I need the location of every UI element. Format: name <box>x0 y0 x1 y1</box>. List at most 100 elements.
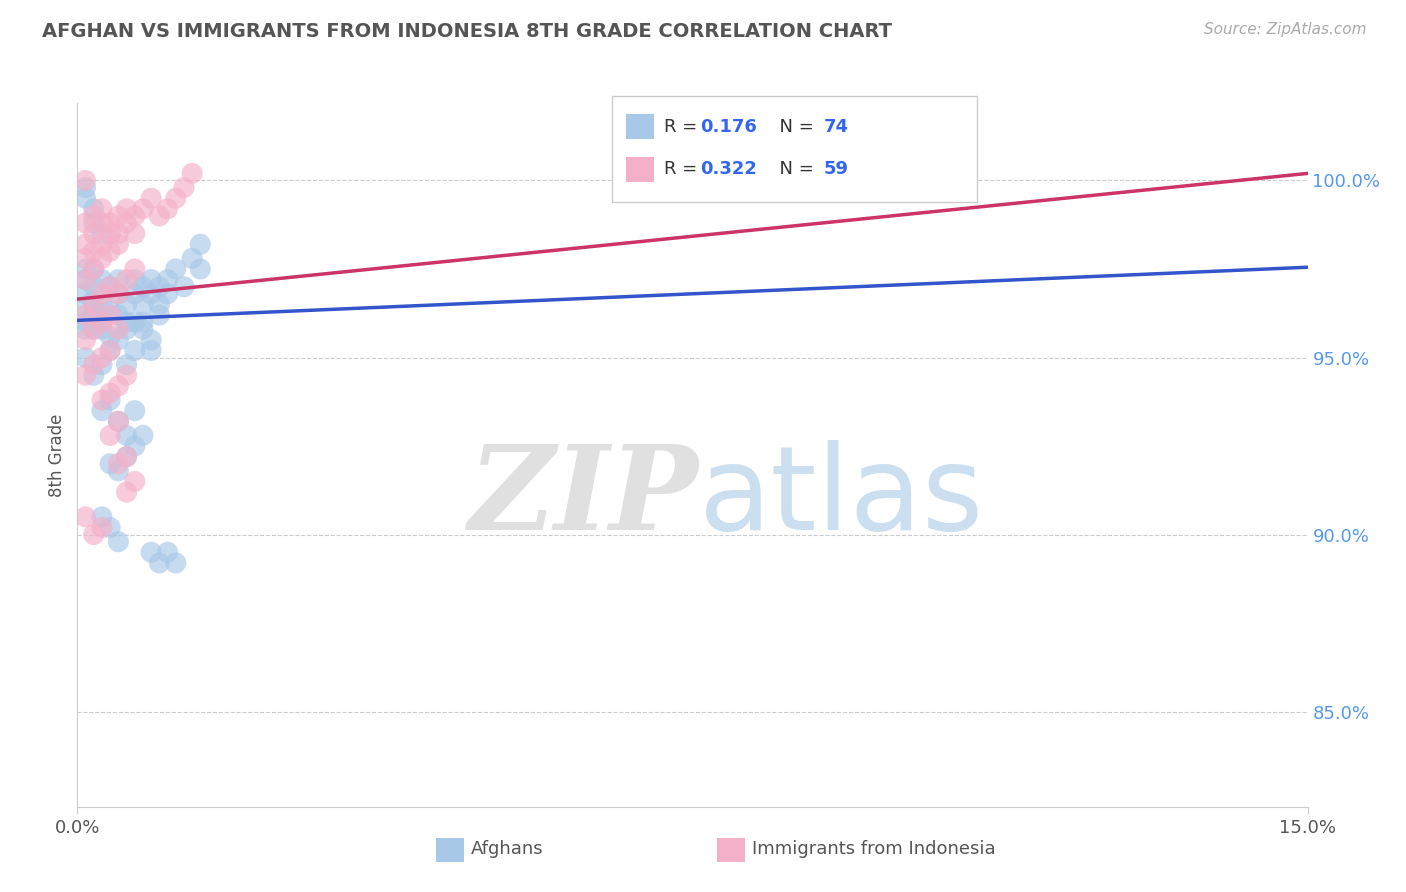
Point <box>75 237 97 252</box>
Point <box>107 333 129 347</box>
Point <box>98 428 121 442</box>
Point <box>98 308 121 322</box>
Point <box>115 297 138 311</box>
Point <box>148 279 170 293</box>
Text: atlas: atlas <box>699 440 984 555</box>
Point <box>132 322 155 336</box>
Point <box>132 202 155 216</box>
Point <box>98 457 121 471</box>
Point <box>141 191 163 205</box>
Point <box>90 322 114 336</box>
Point <box>75 191 97 205</box>
Point <box>124 315 146 329</box>
Point <box>98 392 121 407</box>
Point <box>124 227 146 241</box>
Point <box>75 262 97 277</box>
Point <box>83 244 105 259</box>
Point <box>141 545 163 559</box>
Point <box>83 358 105 372</box>
Point <box>115 216 138 230</box>
Point <box>98 244 121 259</box>
Point <box>90 403 114 417</box>
Point <box>181 166 204 180</box>
Point <box>107 286 129 301</box>
Point <box>181 252 204 266</box>
Point <box>83 202 105 216</box>
Point <box>115 485 138 500</box>
Point <box>107 414 129 428</box>
Point <box>98 386 121 401</box>
Point <box>148 297 170 311</box>
Point <box>124 286 146 301</box>
Point <box>107 322 129 336</box>
Point <box>75 333 97 347</box>
Point <box>83 227 105 241</box>
Point <box>107 534 129 549</box>
Point <box>124 272 146 286</box>
Point <box>124 439 146 453</box>
Point <box>90 227 114 241</box>
Point <box>90 286 114 301</box>
Point <box>141 286 163 301</box>
Point <box>75 286 97 301</box>
Point <box>98 216 121 230</box>
Point <box>148 209 170 223</box>
Point <box>98 329 121 343</box>
Point <box>132 297 155 311</box>
Point <box>188 262 212 277</box>
Point <box>90 315 114 329</box>
Point <box>83 322 105 336</box>
Point <box>98 343 121 358</box>
Point <box>141 343 163 358</box>
Point <box>75 509 97 524</box>
Text: Immigrants from Indonesia: Immigrants from Indonesia <box>752 840 995 858</box>
Point <box>90 216 114 230</box>
Point <box>90 202 114 216</box>
Text: N =: N = <box>768 161 820 178</box>
Point <box>124 209 146 223</box>
Point <box>115 322 138 336</box>
Point <box>132 428 155 442</box>
Text: R =: R = <box>664 161 703 178</box>
Point <box>75 322 97 336</box>
Point <box>83 279 105 293</box>
Point <box>141 272 163 286</box>
Point <box>90 392 114 407</box>
Y-axis label: 8th Grade: 8th Grade <box>48 413 66 497</box>
Point <box>75 272 97 286</box>
Point <box>83 527 105 541</box>
Point <box>165 556 187 570</box>
Point <box>90 520 114 534</box>
Point <box>107 379 129 393</box>
Point <box>98 343 121 358</box>
Point <box>90 252 114 266</box>
Point <box>107 227 129 241</box>
Point <box>188 237 212 252</box>
Point <box>115 272 138 286</box>
Point <box>98 520 121 534</box>
Point <box>115 315 138 329</box>
Point <box>107 464 129 478</box>
Point <box>173 279 195 293</box>
Point <box>107 272 129 286</box>
Point <box>115 202 138 216</box>
Point <box>156 272 179 286</box>
Point <box>156 286 179 301</box>
Point <box>107 457 129 471</box>
Point <box>148 556 170 570</box>
Point <box>75 308 97 322</box>
Point <box>148 308 170 322</box>
Point <box>83 209 105 223</box>
Point <box>98 304 121 318</box>
Point <box>90 297 114 311</box>
Text: Afghans: Afghans <box>471 840 544 858</box>
Point <box>115 358 138 372</box>
Point <box>107 308 129 322</box>
Point <box>115 428 138 442</box>
Point <box>165 262 187 277</box>
Text: 74: 74 <box>824 118 849 136</box>
Point <box>173 180 195 194</box>
Point <box>83 216 105 230</box>
Point <box>75 368 97 383</box>
Point <box>156 545 179 559</box>
